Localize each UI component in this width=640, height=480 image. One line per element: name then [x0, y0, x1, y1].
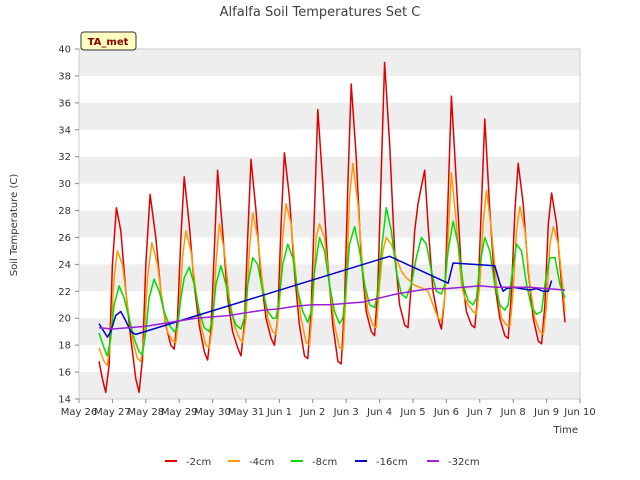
- y-tick-label: 20: [58, 314, 71, 325]
- grid-band: [79, 318, 580, 346]
- grid-band: [79, 102, 580, 130]
- y-tick-label: 32: [58, 152, 71, 163]
- grid-band: [79, 49, 580, 76]
- y-tick-label: 30: [58, 179, 71, 190]
- x-tick-label: Jun 4: [366, 407, 392, 418]
- y-tick-label: 38: [58, 71, 71, 82]
- y-tick-label: 36: [58, 98, 71, 109]
- x-tick-label: Jun 3: [333, 407, 359, 418]
- ta-met-badge: TA_met: [80, 31, 137, 51]
- x-tick-label: May 26: [61, 407, 98, 418]
- legend-label: -32cm: [448, 457, 480, 468]
- y-axis-ticks: 14 16 18 20 22 24 26 28 30 32 34 36 38 40: [58, 45, 79, 406]
- y-tick-label: 26: [58, 233, 71, 244]
- x-tick-label: Jun 7: [466, 407, 492, 418]
- y-tick-label: 40: [58, 45, 71, 56]
- x-tick-label: Jun 1: [266, 407, 292, 418]
- series-line-32cm: [98, 285, 566, 330]
- y-axis-label: Soil Temperature (C): [9, 174, 20, 277]
- grid-band: [79, 156, 580, 184]
- series-lines: [98, 61, 566, 394]
- y-tick-label: 22: [58, 287, 71, 298]
- y-tick-label: 28: [58, 206, 71, 217]
- y-tick-label: 34: [58, 125, 71, 136]
- x-tick-label: Jun 8: [500, 407, 526, 418]
- series-line-16cm: [98, 255, 553, 338]
- x-tick-label: May 29: [161, 407, 198, 418]
- x-tick-label: May 27: [94, 407, 131, 418]
- series-line-8cm: [98, 207, 566, 357]
- legend-label: -4cm: [249, 457, 274, 468]
- y-tick-label: 14: [58, 395, 71, 406]
- x-tick-label: May 31: [228, 407, 265, 418]
- grid-band: [79, 210, 580, 238]
- x-axis-label: Time: [553, 425, 578, 436]
- x-tick-label: Jun 6: [433, 407, 459, 418]
- plot-frame: [78, 48, 581, 400]
- chart-title: Alfalfa Soil Temperatures Set C: [220, 5, 421, 20]
- x-tick-label: May 28: [128, 407, 165, 418]
- x-tick-label: Jun 9: [533, 407, 559, 418]
- grid-band: [79, 372, 580, 399]
- legend-label: -16cm: [376, 457, 408, 468]
- legend-label: -2cm: [186, 457, 211, 468]
- grid-bands: [79, 49, 580, 399]
- legend: -2cm -4cm -8cm -16cm -32cm: [165, 457, 480, 468]
- x-tick-label: Jun 2: [299, 407, 325, 418]
- series-line-2cm: [98, 61, 566, 394]
- badge-label: TA_met: [88, 37, 129, 48]
- x-tick-label: May 30: [194, 407, 231, 418]
- y-tick-label: 24: [58, 260, 71, 271]
- y-tick-label: 18: [58, 341, 71, 352]
- x-tick-label: Jun 10: [563, 407, 596, 418]
- legend-label: -8cm: [312, 457, 337, 468]
- x-tick-label: Jun 5: [399, 407, 425, 418]
- y-tick-label: 16: [58, 368, 71, 379]
